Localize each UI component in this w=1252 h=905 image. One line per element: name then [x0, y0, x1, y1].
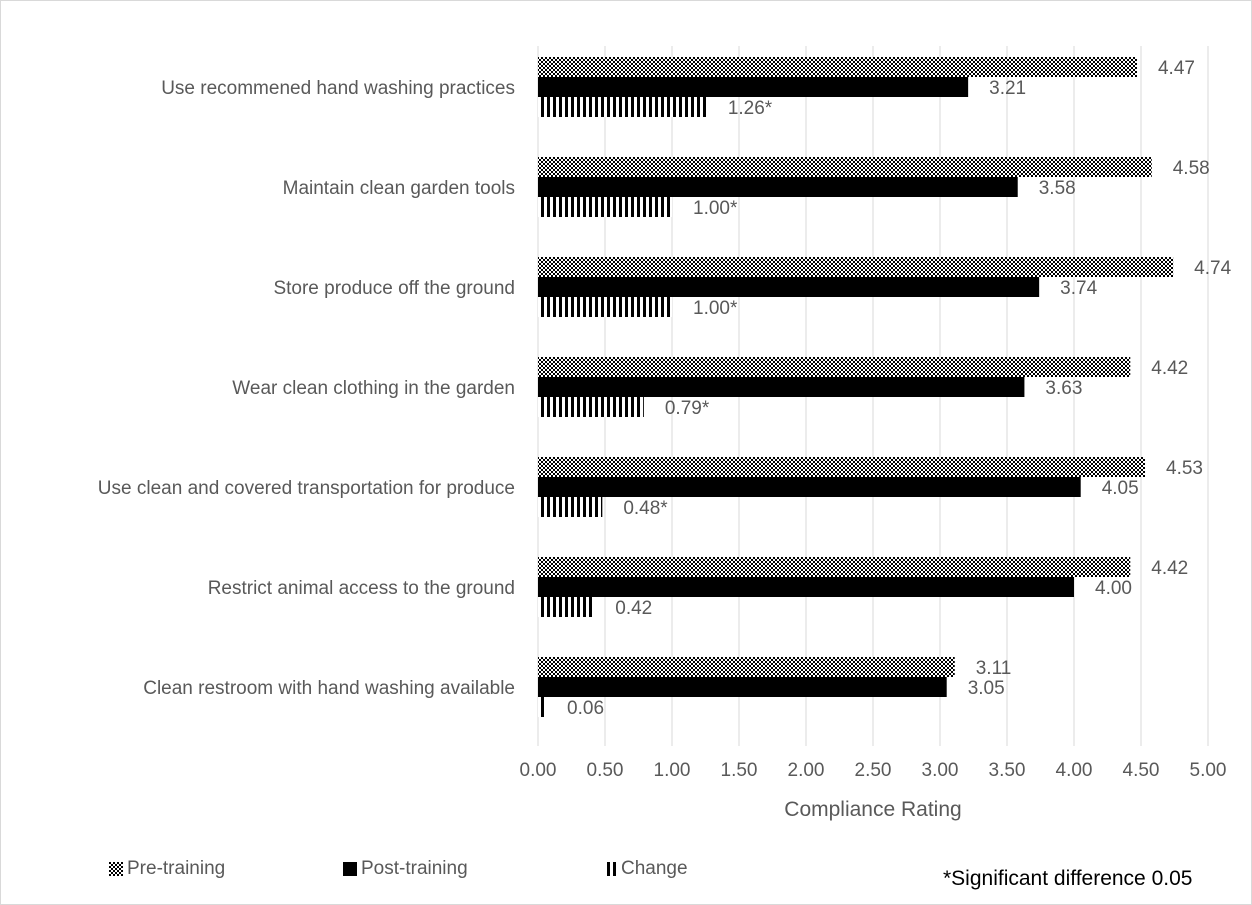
bar-checkered [538, 157, 1152, 177]
data-label: 3.05 [968, 678, 1005, 699]
bar-checkered [538, 357, 1131, 377]
category-label: Wear clean clothing in the garden [232, 378, 515, 399]
x-tick-label: 2.50 [855, 760, 892, 781]
legend-swatch-stripes [607, 862, 616, 876]
bar-vertical-stripes [538, 397, 644, 417]
category-label: Use recommened hand washing practices [161, 78, 515, 99]
data-label: 4.00 [1095, 578, 1132, 599]
footnote: *Significant difference 0.05 [943, 867, 1193, 890]
bars [538, 57, 1174, 717]
legend-label-pre-training: Pre-training [127, 858, 226, 879]
legend-swatch-checkered [109, 862, 123, 876]
bar-vertical-stripes [538, 497, 603, 517]
bar-checkered [538, 557, 1131, 577]
data-label: 1.00* [693, 198, 738, 219]
data-label: 4.05 [1102, 478, 1139, 499]
bar-vertical-stripes [538, 297, 672, 317]
legend-item-change: Change [607, 858, 688, 880]
x-tick-label: 3.50 [989, 760, 1026, 781]
x-tick-label: 3.00 [922, 760, 959, 781]
data-label: 3.21 [989, 78, 1026, 99]
x-tick-label: 4.50 [1123, 760, 1160, 781]
data-label: 0.42 [615, 598, 652, 619]
bar-vertical-stripes [538, 197, 672, 217]
category-label: Maintain clean garden tools [283, 178, 515, 199]
category-label: Clean restroom with hand washing availab… [143, 678, 515, 699]
x-axis-title: Compliance Rating [784, 798, 961, 821]
data-label: 1.00* [693, 298, 738, 319]
x-tick-label: 0.00 [520, 760, 557, 781]
data-label: 0.79* [665, 398, 710, 419]
legend: Pre-training Post-training Change [1, 849, 1251, 889]
x-tick-label: 0.50 [587, 760, 624, 781]
legend-label-post-training: Post-training [361, 858, 468, 879]
labels: 0.00 0.50 1.00 1.50 2.00 2.50 3.00 3.50 4.00 4.50… [98, 58, 1232, 821]
data-label: 4.53 [1166, 458, 1203, 479]
bar-checkered [538, 657, 955, 677]
legend-swatch-solid [343, 862, 357, 876]
bar-vertical-stripes [538, 597, 595, 617]
bar-vertical-stripes [538, 97, 707, 117]
bar-solid [538, 577, 1074, 597]
legend-item-pre-training: Pre-training [109, 858, 225, 880]
data-label: 4.58 [1173, 158, 1210, 179]
legend-item-post-training: Post-training [343, 858, 468, 880]
data-label: 4.74 [1194, 258, 1231, 279]
bar-checkered [538, 257, 1174, 277]
bar-solid [538, 177, 1018, 197]
data-label: 4.42 [1151, 358, 1188, 379]
bar-vertical-stripes [538, 697, 547, 717]
x-tick-label: 2.00 [788, 760, 825, 781]
x-tick-label: 1.50 [721, 760, 758, 781]
data-label: 3.74 [1060, 278, 1097, 299]
data-label: 0.48* [623, 498, 668, 519]
data-label: 4.47 [1158, 58, 1195, 79]
category-label: Use clean and covered transportation for… [98, 478, 515, 499]
bar-solid [538, 677, 947, 697]
bar-checkered [538, 457, 1146, 477]
data-label: 4.42 [1151, 558, 1188, 579]
data-label: 3.63 [1045, 378, 1082, 399]
data-label: 0.06 [567, 698, 604, 719]
x-tick-label: 5.00 [1190, 760, 1227, 781]
bar-solid [538, 277, 1040, 297]
x-tick-label: 4.00 [1056, 760, 1093, 781]
x-tick-label: 1.00 [654, 760, 691, 781]
bar-checkered [538, 57, 1137, 77]
category-label: Store produce off the ground [273, 278, 515, 299]
data-label: 3.58 [1039, 178, 1076, 199]
bar-solid [538, 377, 1025, 397]
data-label: 3.11 [976, 658, 1012, 679]
bar-solid [538, 77, 969, 97]
legend-label-change: Change [621, 858, 688, 879]
bar-solid [538, 477, 1081, 497]
data-label: 1.26* [728, 98, 773, 119]
category-label: Restrict animal access to the ground [208, 578, 515, 599]
